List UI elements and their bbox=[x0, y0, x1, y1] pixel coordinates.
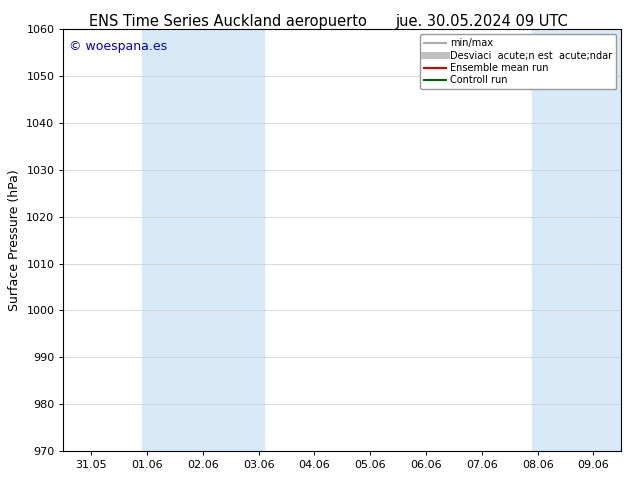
Bar bbox=[141, 29, 264, 451]
Text: jue. 30.05.2024 09 UTC: jue. 30.05.2024 09 UTC bbox=[396, 14, 568, 29]
Text: ENS Time Series Auckland aeropuerto: ENS Time Series Auckland aeropuerto bbox=[89, 14, 367, 29]
Text: © woespana.es: © woespana.es bbox=[69, 40, 167, 53]
Y-axis label: Surface Pressure (hPa): Surface Pressure (hPa) bbox=[8, 169, 21, 311]
Bar bbox=[532, 29, 621, 451]
Legend: min/max, Desviaci  acute;n est  acute;ndar, Ensemble mean run, Controll run: min/max, Desviaci acute;n est acute;ndar… bbox=[420, 34, 616, 89]
